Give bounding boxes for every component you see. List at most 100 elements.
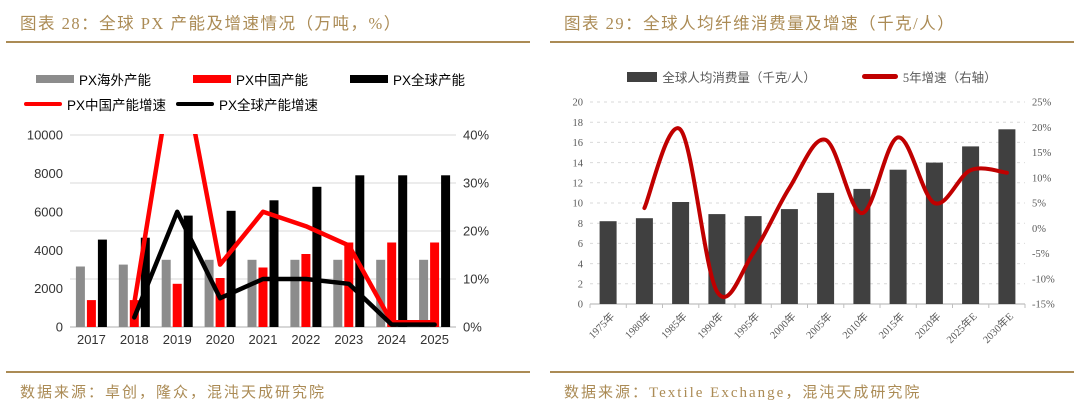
figure-28-panel: 图表 28：全球 PX 产能及增速情况（万吨，%） PX海外产能 PX中国产能 PX… bbox=[6, 0, 530, 412]
bar bbox=[889, 169, 907, 304]
bar bbox=[204, 259, 214, 327]
bar bbox=[398, 175, 408, 327]
bar bbox=[301, 254, 311, 327]
figure-28-source: 数据来源：卓创，隆众，混沌天成研究院 bbox=[6, 371, 530, 412]
series-line bbox=[132, 209, 437, 327]
axis-tick-label: -10% bbox=[1032, 274, 1055, 285]
axis-tick-label: 16 bbox=[573, 138, 584, 149]
legend-label: PX中国产能 bbox=[236, 73, 309, 88]
axis-tick-label: 6000 bbox=[34, 204, 63, 219]
legend-label: PX全球产能增速 bbox=[219, 98, 319, 113]
x-axis-label: 2024 bbox=[377, 332, 406, 347]
x-axis-label: 1975年 bbox=[586, 310, 617, 341]
fiber-consumption-growth-chart: 0 2 4 6 8 10 12 14 16 18 20 -15% -10% -5% 0% 5% 10% 15% 20… bbox=[573, 98, 1055, 346]
bar bbox=[744, 216, 762, 304]
bar bbox=[998, 129, 1016, 304]
line-swatch-icon bbox=[861, 74, 898, 79]
legend-label: PX全球产能 bbox=[393, 73, 466, 88]
bar bbox=[86, 300, 96, 327]
x-axis-label: 2017 bbox=[77, 332, 106, 347]
axis-tick-label: 4000 bbox=[34, 243, 63, 258]
x-axis-label: 1995年 bbox=[731, 310, 762, 341]
bar bbox=[333, 259, 343, 327]
axis-tick-label: 5% bbox=[1032, 199, 1046, 210]
figure-29-panel: 图表 29：全球人均纤维消费量及增速（千克/人） 全球人均消费量（千克/人） 5年… bbox=[550, 0, 1074, 412]
legend-label: PX中国产能增速 bbox=[67, 98, 167, 113]
axis-tick-label: 8 bbox=[578, 219, 583, 230]
legend-row: PX海外产能 PX中国产能 PX全球产能 bbox=[36, 69, 530, 89]
legend-item: PX中国产能增速 bbox=[24, 94, 166, 114]
x-axis-label: 1985年 bbox=[658, 310, 689, 341]
axis-tick-label: 10% bbox=[1032, 173, 1052, 184]
x-axis-label: 1990年 bbox=[695, 310, 726, 341]
legend-label: PX海外产能 bbox=[79, 73, 152, 88]
axis-tick-label: 10% bbox=[463, 272, 489, 287]
bar bbox=[247, 259, 257, 327]
legend-item: 全球人均消费量（千克/人） bbox=[627, 67, 816, 86]
legend-row: PX中国产能增速 PX全球产能增速 bbox=[24, 94, 530, 114]
axis-tick-label: -15% bbox=[1032, 300, 1055, 311]
bar bbox=[780, 209, 798, 304]
x-axis-label: 2000年 bbox=[767, 310, 798, 341]
bar bbox=[925, 162, 943, 304]
axis-tick-label: 2000 bbox=[34, 281, 63, 296]
axis-tick-label: 2 bbox=[578, 279, 583, 290]
axis-tick-label: 25% bbox=[1032, 98, 1052, 109]
axis-tick-label: -5% bbox=[1032, 249, 1050, 260]
figure-29-legend: 全球人均消费量（千克/人） 5年增速（右轴） bbox=[550, 67, 1074, 86]
axis-tick-label: 0 bbox=[56, 320, 63, 335]
bar bbox=[376, 259, 386, 327]
bar bbox=[118, 264, 128, 327]
axis-tick-label: 0% bbox=[1032, 224, 1046, 235]
axis-tick-label: 4 bbox=[578, 259, 584, 270]
x-axis-label: 2023 bbox=[334, 332, 363, 347]
bar-swatch-icon bbox=[627, 71, 658, 82]
legend-item: 5年增速（右轴） bbox=[861, 67, 997, 86]
axis-tick-label: 20% bbox=[1032, 123, 1052, 134]
x-axis-label: 2010年 bbox=[840, 310, 871, 341]
legend-item: PX海外产能 bbox=[36, 69, 151, 89]
bar bbox=[853, 188, 871, 304]
bar bbox=[290, 259, 300, 327]
bar bbox=[269, 200, 279, 327]
bar bbox=[441, 175, 451, 327]
axis-tick-label: 18 bbox=[573, 118, 584, 129]
figure-29-title: 图表 29：全球人均纤维消费量及增速（千克/人） bbox=[550, 5, 1074, 43]
bar-swatch-icon bbox=[350, 75, 389, 83]
bar bbox=[355, 175, 365, 327]
axis-tick-label: 10 bbox=[573, 199, 584, 210]
axis-tick-label: 0% bbox=[463, 320, 482, 335]
x-axis-label: 2025年E bbox=[944, 310, 980, 346]
x-axis-label: 2019 bbox=[163, 332, 192, 347]
bar bbox=[599, 221, 617, 304]
series-line bbox=[642, 126, 1009, 300]
axis-tick-label: 15% bbox=[1032, 148, 1052, 159]
legend-row: 全球人均消费量（千克/人） 5年增速（右轴） bbox=[627, 67, 997, 86]
axis-tick-label: 30% bbox=[463, 176, 489, 191]
axis-tick-label: 10000 bbox=[27, 128, 63, 143]
x-axis-label: 2025 bbox=[420, 332, 449, 347]
x-axis-label: 2015年 bbox=[876, 310, 907, 341]
bar bbox=[419, 259, 429, 327]
figure-29-source: 数据来源：Textile Exchange，混沌天成研究院 bbox=[550, 371, 1074, 412]
bar bbox=[430, 242, 440, 327]
axis-tick-label: 14 bbox=[573, 158, 584, 169]
line-swatch-icon bbox=[24, 101, 62, 107]
bar bbox=[672, 202, 690, 304]
x-axis-label: 2020 bbox=[206, 332, 235, 347]
figure-28-title: 图表 28：全球 PX 产能及增速情况（万吨，%） bbox=[6, 5, 530, 43]
bar bbox=[635, 218, 653, 304]
axis-tick-label: 6 bbox=[578, 239, 583, 250]
bar bbox=[258, 267, 268, 327]
legend-item: PX中国产能 bbox=[193, 69, 308, 89]
x-axis-label: 2020年 bbox=[912, 310, 943, 341]
bar bbox=[140, 237, 150, 327]
bar-swatch-icon bbox=[193, 75, 232, 83]
bar bbox=[817, 192, 835, 304]
legend-label: 全球人均消费量（千克/人） bbox=[662, 71, 816, 85]
px-capacity-growth-chart: 0 2000 4000 6000 8000 10000 0% 10% 20% 30% 40% 2017… bbox=[27, 128, 490, 347]
bar bbox=[183, 215, 193, 327]
figure-28-legend: PX海外产能 PX中国产能 PX全球产能 PX中国产能增速 PX全球产能增速 bbox=[24, 69, 530, 114]
x-axis-label: 2022 bbox=[291, 332, 320, 347]
